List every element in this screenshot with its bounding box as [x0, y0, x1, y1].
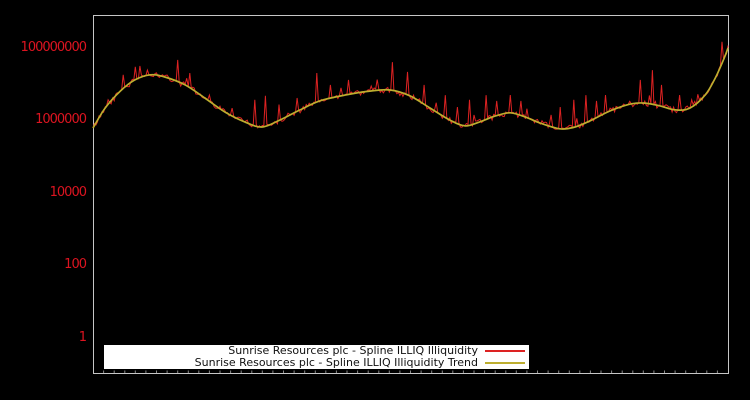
y-axis-tick-label: 1	[78, 329, 87, 345]
legend-label-trend: Sunrise Resources plc - Spline ILLIQ Ill…	[194, 356, 478, 369]
legend-label-illiquidity: Sunrise Resources plc - Spline ILLIQ Ill…	[228, 344, 478, 357]
trend-series-line	[92, 47, 729, 130]
legend-line-swatch-olive	[485, 362, 525, 364]
legend-item-illiquidity: Sunrise Resources plc - Spline ILLIQ Ill…	[104, 345, 529, 357]
y-axis-tick-label: 100000000	[20, 39, 87, 55]
legend-line-swatch-red	[485, 350, 525, 352]
legend: Sunrise Resources plc - Spline ILLIQ Ill…	[103, 344, 530, 370]
y-axis-tick-label: 100	[64, 257, 87, 273]
legend-item-trend: Sunrise Resources plc - Spline ILLIQ Ill…	[104, 357, 529, 369]
y-axis-tick-label: 10000	[49, 184, 87, 200]
illiq-series-line	[92, 41, 729, 130]
y-axis-tick-label: 1000000	[35, 112, 87, 128]
plot-border	[93, 15, 729, 374]
